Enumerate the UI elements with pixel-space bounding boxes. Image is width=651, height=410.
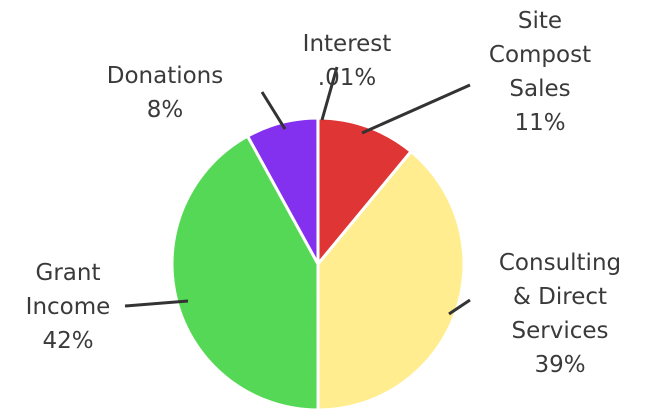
slice-name-label: Site xyxy=(518,8,562,34)
leader-line xyxy=(320,66,339,121)
slice-name-label: Donations xyxy=(107,63,224,89)
leader-line xyxy=(448,298,471,316)
slice-name-label: & Direct xyxy=(513,284,607,310)
slice-value-label: 39% xyxy=(534,352,585,378)
leader-line xyxy=(124,299,189,308)
slice-name-label: Sales xyxy=(509,76,570,102)
slice-name-label: Grant xyxy=(36,260,101,286)
slice-name-label: Services xyxy=(512,318,609,344)
leader-line xyxy=(361,83,471,135)
slice-value-label: .01% xyxy=(318,65,376,91)
leader-lines xyxy=(124,66,471,316)
leader-line xyxy=(260,91,287,130)
slice-value-label: 11% xyxy=(514,110,565,136)
slice-name-label: Compost xyxy=(489,42,591,68)
pie-outline xyxy=(171,117,465,410)
slice-label: Grant Income 42% xyxy=(26,260,111,354)
slice-label: Consulting & Direct Services 39% xyxy=(499,250,621,378)
slice-label: Donations 8% xyxy=(107,63,224,123)
slice-label: Interest .01% xyxy=(303,31,392,91)
slice-value-label: 42% xyxy=(42,328,93,354)
slice-name-label: Interest xyxy=(303,31,392,57)
pie-slices xyxy=(170,116,466,410)
slice-name-label: Consulting xyxy=(499,250,621,276)
slice-value-label: 8% xyxy=(147,97,184,123)
slice-labels: Site Compost Sales 11% Consulting & Direct Ser… xyxy=(26,8,621,378)
slice-name-label: Income xyxy=(26,294,111,320)
slice-label: Site Compost Sales 11% xyxy=(489,8,591,136)
